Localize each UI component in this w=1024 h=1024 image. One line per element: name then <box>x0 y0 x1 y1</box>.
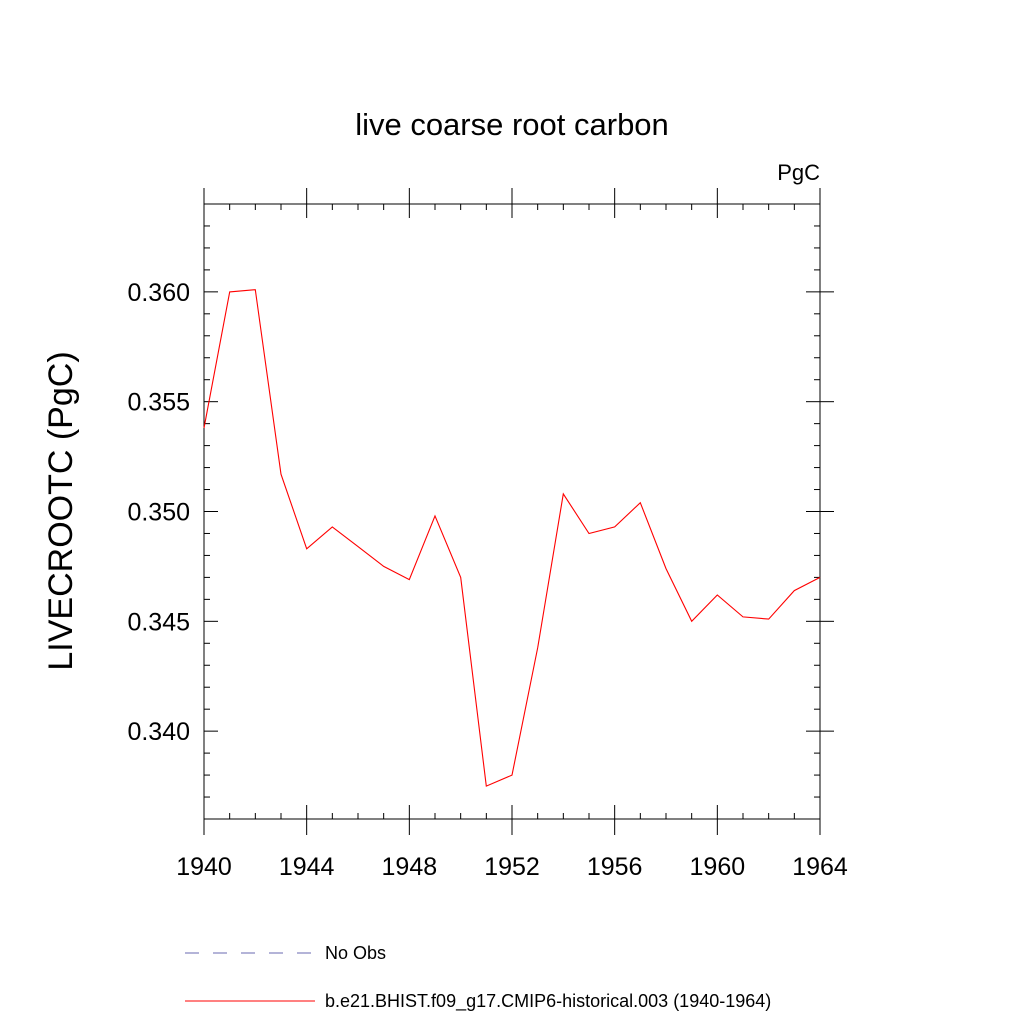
y-tick-label: 0.355 <box>127 389 190 417</box>
axis-ticks: 1940 1944 1948 1952 1956 1960 1964 0.340 0.345 0.… <box>127 188 848 881</box>
x-tick-label: 1944 <box>279 853 335 881</box>
y-tick-label: 0.345 <box>127 608 190 636</box>
x-tick-label: 1948 <box>382 853 438 881</box>
y-axis-label: LIVECROOTC (PgC) <box>42 351 80 670</box>
x-tick-label: 1956 <box>587 853 643 881</box>
legend-label-no-obs: No Obs <box>325 943 386 963</box>
legend: No Obs b.e21.BHIST.f09_g17.CMIP6-histori… <box>185 943 771 1012</box>
series-layer <box>203 289 821 787</box>
units-label: PgC <box>777 160 820 185</box>
y-tick-label: 0.340 <box>127 718 190 746</box>
legend-label-model: b.e21.BHIST.f09_g17.CMIP6-historical.003… <box>325 991 771 1012</box>
x-tick-label: 1960 <box>690 853 746 881</box>
chart-title: live coarse root carbon <box>355 107 669 142</box>
y-tick-label: 0.350 <box>127 499 190 527</box>
x-tick-label: 1952 <box>484 853 540 881</box>
plot-frame <box>203 203 821 820</box>
x-tick-label: 1964 <box>792 853 848 881</box>
x-tick-label: 1940 <box>176 853 232 881</box>
y-tick-label: 0.360 <box>127 279 190 307</box>
series-line-1 <box>203 289 821 787</box>
